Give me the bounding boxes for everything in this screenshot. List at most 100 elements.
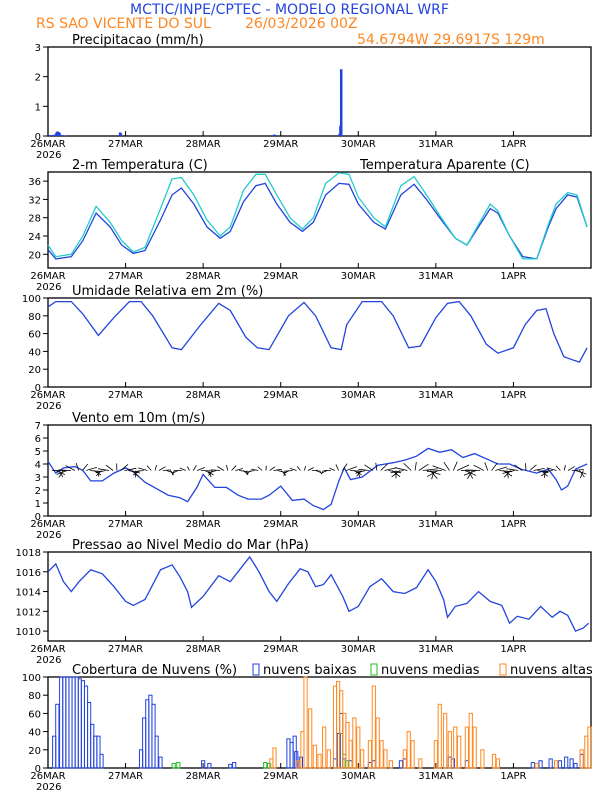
cloud-bar: [263, 762, 268, 769]
temp-ytick-label: 20: [28, 250, 41, 261]
temp-xtick-label: 31MAR: [418, 271, 453, 282]
precip-xtick-label: 28MAR: [186, 139, 221, 150]
precip-xtick-label: 30MAR: [341, 139, 376, 150]
cloud-bar: [312, 744, 317, 769]
rh-xtick-label: 30MAR: [341, 390, 376, 401]
wind-vector: [329, 467, 335, 471]
wind-vector: [443, 461, 450, 471]
cloud-bar: [553, 760, 559, 769]
clouds-xtick-label: 30MAR: [341, 771, 376, 782]
pressure-xtick-label: 29MAR: [263, 644, 298, 655]
cloud-bar: [569, 758, 574, 769]
wind-vector: [502, 470, 515, 474]
rh-xtick-label: 31MAR: [418, 390, 453, 401]
wind-vector: [285, 470, 293, 472]
wind-ytick-label: 4: [35, 460, 41, 471]
pressure-xtick-label: 28MAR: [186, 644, 221, 655]
wind-vector: [414, 461, 417, 471]
wind-vector: [58, 470, 64, 478]
wind-vector: [422, 468, 438, 471]
cloud-legend-label: nuvens baixas: [263, 663, 357, 678]
pressure-year-label: 2026: [36, 655, 61, 666]
clouds-xtick-label: 28MAR: [186, 771, 221, 782]
cloud-bar: [356, 726, 361, 769]
clouds-ytick-label: 20: [28, 746, 41, 757]
wind-vector: [426, 470, 439, 477]
wind-vector: [146, 465, 152, 471]
clouds-ytick-label: 0: [35, 764, 41, 775]
header-location: RS SAO VICENTE DO SUL: [36, 16, 211, 32]
cloud-bar: [228, 763, 233, 769]
cloud-bar: [464, 726, 469, 769]
wind-vector: [95, 470, 106, 474]
wind-ytick-label: 6: [35, 434, 41, 445]
clouds-title: Cobertura de Nuvens (%): [72, 663, 237, 678]
rh-ytick-label: 20: [28, 365, 41, 376]
rh-xtick-label: 28MAR: [186, 390, 221, 401]
cloud-legend-swatch: [252, 663, 260, 676]
wind-vector: [473, 464, 485, 471]
wind-vector: [580, 470, 584, 479]
wind-vector: [465, 469, 481, 471]
wind-year-label: 2026: [36, 530, 61, 541]
precip-bar: [339, 69, 343, 136]
precip-bar: [58, 133, 61, 136]
wind-vector: [542, 470, 553, 473]
temp-xtick-label: 1APR: [500, 271, 526, 282]
precip-bar: [271, 135, 275, 136]
wind-vector: [208, 470, 213, 476]
cloud-bar: [587, 726, 592, 769]
wind-vector: [226, 464, 229, 471]
wind-vector: [463, 470, 477, 476]
rh-frame: [47, 297, 592, 388]
wind-vector: [427, 470, 442, 472]
rh-xtick-label: 29MAR: [263, 390, 298, 401]
cloud-bar: [295, 760, 300, 769]
wind-title: Vento em 10m (m/s): [72, 411, 205, 426]
precip-title: Precipitacao (mm/h): [72, 33, 204, 48]
cloud-bar: [55, 703, 60, 769]
header-run-date: 26/03/2026 00Z: [245, 16, 358, 32]
cloud-bar: [557, 760, 563, 769]
temp-xtick-label: 26MAR: [30, 271, 65, 282]
pressure-xtick-label: 27MAR: [108, 644, 143, 655]
cloud-bar: [530, 762, 535, 769]
cloud-bar: [201, 760, 206, 769]
clouds-ytick-label: 60: [28, 709, 41, 720]
wind-vector: [217, 466, 225, 471]
cloud-bar: [534, 762, 539, 769]
wind-vector: [207, 470, 217, 474]
wind-xtick-label: 31MAR: [418, 519, 453, 530]
wind-vector: [231, 465, 237, 471]
wind-vector: [456, 464, 470, 471]
cloud-bar: [232, 762, 237, 769]
cloud-bar: [538, 760, 543, 769]
wind-series-line: [47, 447, 588, 511]
precip-bar: [119, 133, 123, 136]
wind-vector: [375, 462, 378, 471]
rh-xtick-label: 1APR: [500, 390, 526, 401]
precip-ytick-label: 1: [35, 102, 41, 113]
rh-title: Umidade Relativa em 2m (%): [72, 284, 263, 299]
wind-vector: [355, 470, 366, 474]
cloud-bar: [406, 731, 411, 769]
cloud-bar: [371, 685, 376, 769]
rh-year-label: 2026: [36, 401, 61, 412]
wind-vector: [192, 464, 197, 471]
cloud-bar: [383, 749, 388, 769]
wind-vector: [555, 465, 561, 471]
wind-vector: [364, 464, 374, 471]
wind-vector: [133, 470, 144, 473]
wind-vector: [468, 470, 474, 479]
wind-vector: [380, 463, 388, 471]
clouds-xtick-label: 27MAR: [108, 771, 143, 782]
wind-vector: [138, 467, 148, 471]
rh-series-line: [47, 300, 588, 363]
wind-vector: [82, 463, 89, 471]
wind-vector: [235, 468, 243, 471]
wind-vector: [56, 470, 68, 475]
wind-frame: [47, 424, 592, 517]
cloud-bar: [266, 762, 272, 769]
temp-title: 2-m Temperatura (C): [72, 158, 208, 173]
wind-vector: [346, 466, 358, 471]
